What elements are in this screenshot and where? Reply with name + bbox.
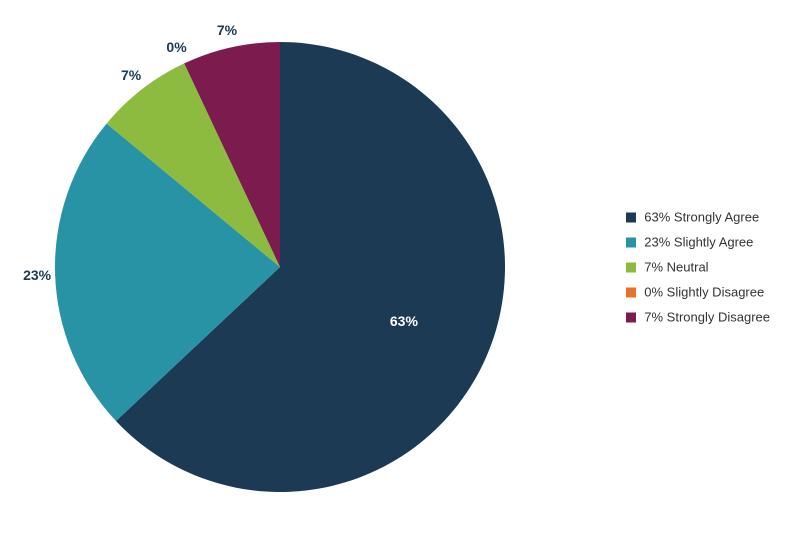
pie-area: 63%23%7%0%7% (40, 27, 520, 507)
legend-swatch (626, 262, 636, 272)
legend-swatch (626, 212, 636, 222)
legend-item: 7% Neutral (626, 260, 770, 275)
legend-item: 7% Strongly Disagree (626, 310, 770, 325)
legend-text: 23% Slightly Agree (644, 235, 753, 250)
pie-chart-container: 63%23%7%0%7% 63% Strongly Agree 23% Sligh… (0, 0, 800, 534)
legend-swatch (626, 237, 636, 247)
legend-swatch (626, 312, 636, 322)
legend-item: 0% Slightly Disagree (626, 285, 770, 300)
legend-item: 23% Slightly Agree (626, 235, 770, 250)
pie-svg (40, 27, 520, 507)
legend-text: 63% Strongly Agree (644, 210, 759, 225)
legend-text: 7% Neutral (644, 260, 708, 275)
legend-item: 63% Strongly Agree (626, 210, 770, 225)
legend-text: 0% Slightly Disagree (644, 285, 764, 300)
legend: 63% Strongly Agree 23% Slightly Agree 7% N… (626, 200, 770, 335)
legend-swatch (626, 287, 636, 297)
legend-text: 7% Strongly Disagree (644, 310, 770, 325)
